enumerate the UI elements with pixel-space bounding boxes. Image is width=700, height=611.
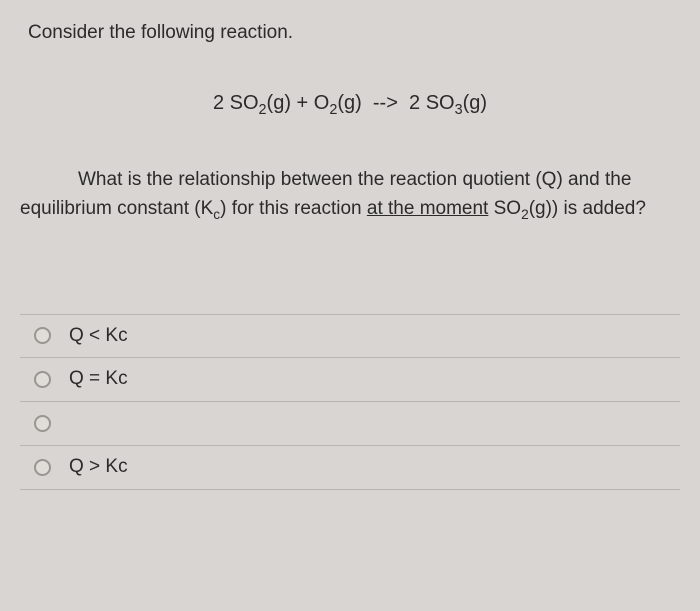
radio-icon[interactable] (34, 459, 51, 476)
question-part2: ) for this reaction (220, 198, 367, 219)
option-label: Q > Kc (69, 456, 128, 478)
prompt-text: Consider the following reaction. (28, 22, 293, 43)
radio-icon[interactable] (34, 327, 51, 344)
option-row[interactable]: Q = Kc (20, 358, 680, 402)
question-underlined: at the moment (367, 198, 488, 219)
option-label: Q = Kc (69, 368, 128, 390)
reaction-equation: 2 SO2(g) + O2(g) --> 2 SO3(g) (20, 92, 680, 115)
radio-icon[interactable] (34, 415, 51, 432)
question-part3: SO (488, 198, 521, 219)
option-row[interactable] (20, 402, 680, 446)
question-body: What is the relationship between the rea… (20, 165, 680, 224)
option-row[interactable]: Q > Kc (20, 446, 680, 490)
question-prompt: Consider the following reaction. (20, 22, 680, 44)
option-row[interactable]: Q < Kc (20, 314, 680, 358)
option-label: Q < Kc (69, 325, 128, 347)
answer-options: Q < Kc Q = Kc Q > Kc (20, 314, 680, 490)
radio-icon[interactable] (34, 371, 51, 388)
question-sub-2: 2 (521, 207, 529, 222)
question-part4: (g)) is added? (529, 198, 646, 219)
